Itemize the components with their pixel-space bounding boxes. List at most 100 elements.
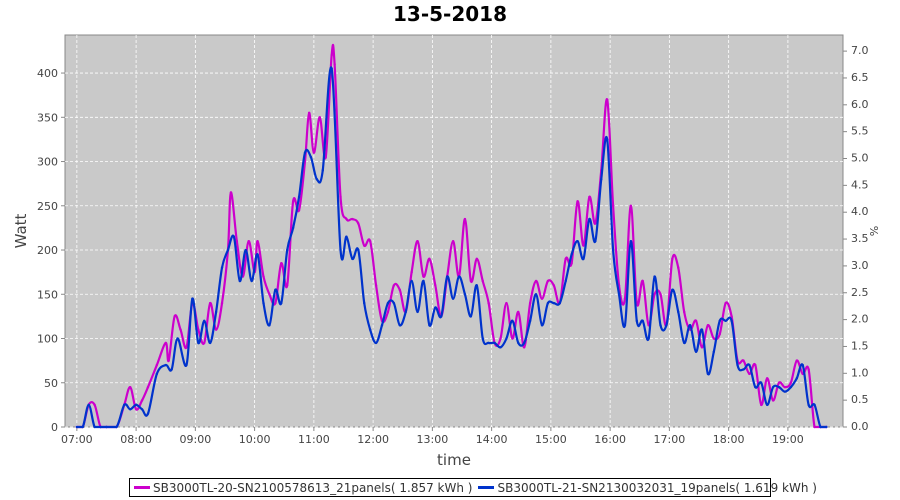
data-point xyxy=(93,403,96,407)
data-point xyxy=(718,319,721,323)
data-point xyxy=(564,279,567,283)
data-point xyxy=(303,151,307,154)
y-tick-label: 0 xyxy=(51,421,58,434)
data-point xyxy=(795,377,798,380)
data-point xyxy=(232,235,236,238)
series-line-2 xyxy=(76,66,827,429)
data-point xyxy=(208,341,212,345)
data-point xyxy=(748,363,751,367)
data-point xyxy=(134,403,138,407)
data-point xyxy=(481,279,484,283)
data-point xyxy=(185,346,188,349)
data-point xyxy=(75,425,79,429)
y2-axis-label: % xyxy=(868,226,881,236)
data-point xyxy=(700,346,704,349)
x-tick-label: 11:00 xyxy=(298,433,330,446)
y2-tick-label: 4.5 xyxy=(851,178,869,191)
data-point xyxy=(552,301,556,305)
data-point xyxy=(274,288,277,292)
data-point xyxy=(742,368,745,371)
data-point xyxy=(410,270,413,274)
data-point xyxy=(469,315,473,318)
data-point xyxy=(647,337,650,340)
data-point xyxy=(457,275,461,278)
data-point xyxy=(629,204,633,207)
data-point xyxy=(694,350,698,353)
plot-area xyxy=(64,34,844,428)
data-point xyxy=(517,310,520,314)
data-point xyxy=(440,315,443,318)
data-point xyxy=(653,275,656,278)
data-point xyxy=(434,284,437,287)
y-tick-label: 350 xyxy=(37,111,58,124)
data-point xyxy=(315,178,319,181)
data-point xyxy=(523,341,526,345)
data-point xyxy=(176,337,179,340)
data-point xyxy=(576,239,579,243)
y2-tick-label: 3.0 xyxy=(851,259,869,272)
data-point xyxy=(671,288,674,292)
data-point xyxy=(428,257,431,261)
data-point xyxy=(570,253,573,256)
y-tick-label: 200 xyxy=(37,244,58,257)
y-tick-label: 50 xyxy=(44,377,58,390)
data-point xyxy=(208,301,212,305)
y2-tick-label: 0.5 xyxy=(851,393,869,406)
data-point xyxy=(410,279,413,283)
data-point xyxy=(771,399,775,402)
data-point xyxy=(324,155,327,159)
y2-tick-label: 7.0 xyxy=(851,44,869,57)
data-point xyxy=(345,217,348,221)
data-point xyxy=(813,425,816,429)
data-point xyxy=(386,301,390,305)
data-point xyxy=(333,63,336,66)
data-point xyxy=(688,324,692,327)
data-point xyxy=(748,372,751,376)
data-point xyxy=(523,346,526,349)
data-point xyxy=(185,363,188,367)
data-point xyxy=(683,310,686,314)
data-point xyxy=(297,209,301,212)
y2-tick-label: 6.0 xyxy=(851,98,869,111)
data-point xyxy=(286,284,289,287)
data-point xyxy=(552,284,556,287)
data-point xyxy=(801,363,804,367)
data-point xyxy=(146,385,150,389)
data-point xyxy=(128,408,132,411)
x-tick-label: 15:00 xyxy=(535,433,567,446)
data-point xyxy=(398,288,401,292)
data-point xyxy=(451,239,455,243)
y-tick-label: 250 xyxy=(37,200,58,213)
data-point xyxy=(594,239,597,243)
data-point xyxy=(730,319,733,323)
data-point xyxy=(540,297,544,300)
y2-tick-label: 2.5 xyxy=(851,286,869,299)
data-point xyxy=(321,169,324,172)
data-point xyxy=(434,306,437,309)
legend-label: SB3000TL-21-SN2130032031_19panels( 1.619… xyxy=(497,480,817,495)
data-point xyxy=(795,359,798,362)
data-point xyxy=(256,253,259,256)
data-point xyxy=(742,359,745,362)
data-point xyxy=(653,293,656,296)
data-point xyxy=(368,239,372,243)
data-point xyxy=(235,239,239,243)
data-point xyxy=(268,324,271,327)
data-point xyxy=(534,293,538,296)
data-point xyxy=(641,279,644,283)
data-point xyxy=(357,248,360,252)
data-point xyxy=(318,116,321,119)
data-point xyxy=(386,310,390,314)
data-point xyxy=(191,297,194,300)
data-point xyxy=(134,408,138,411)
data-point xyxy=(93,425,96,429)
x-tick-label: 07:00 xyxy=(61,433,93,446)
x-tick-label: 10:00 xyxy=(239,433,271,446)
chart-title: 13-5-2018 xyxy=(392,2,507,26)
data-point xyxy=(140,399,144,402)
data-point xyxy=(351,257,354,261)
data-point xyxy=(167,359,170,362)
data-point xyxy=(238,279,241,283)
data-point xyxy=(291,226,295,230)
